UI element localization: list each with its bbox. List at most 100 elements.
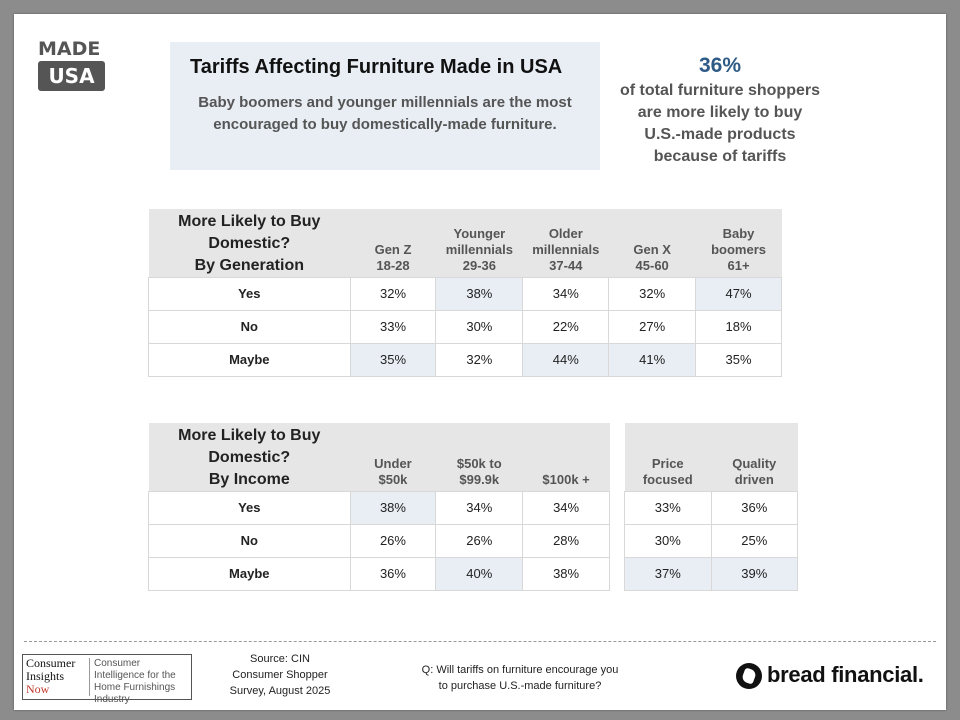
row-label: Maybe <box>148 556 351 591</box>
header-line: Domestic? <box>208 448 291 466</box>
table-row: Yes 32% 38% 34% 32% 47% <box>148 276 782 311</box>
source-line: Source: CIN <box>250 653 310 665</box>
table-cell: 32% <box>435 342 524 377</box>
table-row: No 26% 26% 28% <box>148 523 610 558</box>
bread-financial-icon <box>736 663 762 689</box>
header-line: 18-28 <box>376 257 410 273</box>
table-cell: 41% <box>608 342 697 377</box>
cin-logo: Consumer Insights Now Consumer Intellige… <box>22 654 192 705</box>
table-cell: 33% <box>349 309 437 344</box>
row-label: No <box>148 309 351 344</box>
header-line: Quality <box>732 455 777 471</box>
stat-value: 36% <box>698 54 742 77</box>
table-cell: 40% <box>435 556 524 591</box>
table-cell: 34% <box>522 276 610 311</box>
table-header-row: More Likely to Buy Domestic? By Income U… <box>148 423 610 491</box>
header-line: $99.9k <box>459 471 500 487</box>
generation-row-header: More Likely to Buy Domestic? By Generati… <box>148 209 351 277</box>
header-line: Younger <box>453 225 506 241</box>
table-cell: 37% <box>624 556 712 591</box>
table-row: No 33% 30% 22% 27% 18% <box>148 309 782 344</box>
header-line: millennials <box>445 241 513 257</box>
table-header-row: More Likely to Buy Domestic? By Generati… <box>148 209 782 277</box>
row-label: No <box>148 523 351 558</box>
header-line: 29-36 <box>462 257 496 273</box>
row-label: Maybe <box>148 342 351 377</box>
row-label: Yes <box>148 276 351 311</box>
col-header-price-focused: Price focused <box>624 423 712 491</box>
generation-table: More Likely to Buy Domestic? By Generati… <box>148 209 782 377</box>
col-header-quality-driven: Quality driven <box>711 423 798 491</box>
page-subtitle: Baby boomers and younger millennials are… <box>198 94 572 133</box>
table-row: Maybe 36% 40% 38% <box>148 556 610 591</box>
table-row: 30% 25% <box>624 523 799 558</box>
header-line: By Generation <box>194 256 304 274</box>
bread-financial-logo-text: bread financial. <box>767 662 924 687</box>
table-cell: 32% <box>349 276 437 311</box>
col-header-100k-plus: $100k + <box>522 423 610 491</box>
header-line: boomers <box>711 241 766 257</box>
col-header-gen-z: Gen Z 18-28 <box>350 209 436 277</box>
usa-logo-badge: USA <box>38 61 105 91</box>
price-quality-table: Price focused Quality driven 33% 36% 30%… <box>624 423 799 591</box>
cin-logo-wordmark: Consumer Insights Now <box>23 655 87 699</box>
table-cell: 38% <box>522 556 610 591</box>
title-box: Tariffs Affecting Furniture Made in USA … <box>170 42 600 170</box>
table-cell: 47% <box>695 276 782 311</box>
header-line: $100k + <box>542 471 590 487</box>
table-cell: 30% <box>435 309 524 344</box>
header-line: Gen Z <box>374 241 412 257</box>
slide: MADE IN USA Tariffs Affecting Furniture … <box>14 14 946 710</box>
table-cell: 35% <box>349 342 437 377</box>
table-cell: 38% <box>435 276 524 311</box>
header-line: Under <box>374 455 412 471</box>
table-cell: 25% <box>710 523 799 558</box>
table-cell: 27% <box>608 309 697 344</box>
source-note: Source: CIN Consumer Shopper Survey, Aug… <box>210 651 350 699</box>
table-cell: 38% <box>349 490 437 525</box>
cin-logo-line: Insights <box>26 669 65 683</box>
table-cell: 26% <box>435 523 524 558</box>
col-header-baby-boomers: Baby boomers 61+ <box>695 209 782 277</box>
survey-question: Q: Will tariffs on furniture encourage y… <box>390 662 650 694</box>
table-cell: 32% <box>608 276 697 311</box>
col-header-under-50k: Under $50k <box>350 423 436 491</box>
source-line: Consumer Shopper <box>232 669 328 681</box>
table-row: Maybe 35% 32% 44% 41% 35% <box>148 342 782 377</box>
header-line: driven <box>734 471 774 487</box>
col-header-50k-to-99k: $50k to $99.9k <box>435 423 523 491</box>
header-line: Gen X <box>633 241 671 257</box>
table-cell: 28% <box>522 523 610 558</box>
header-line: Price <box>651 455 684 471</box>
table-cell: 36% <box>349 556 437 591</box>
cin-logo-line: Consumer <box>26 656 76 670</box>
header-line: Older <box>548 225 583 241</box>
table-cell: 30% <box>624 523 712 558</box>
header-line: 37-44 <box>549 257 583 273</box>
table-row: 33% 36% <box>624 490 799 525</box>
source-line: Survey, August 2025 <box>229 685 331 697</box>
header-line: 61+ <box>727 257 750 273</box>
table-cell: 33% <box>624 490 712 525</box>
table-cell: 26% <box>349 523 437 558</box>
table-row: Yes 38% 34% 34% <box>148 490 610 525</box>
header-line: Domestic? <box>208 234 291 252</box>
table-cell: 18% <box>695 309 782 344</box>
table-cell: 36% <box>710 490 799 525</box>
question-line: Q: Will tariffs on furniture encourage y… <box>421 664 619 676</box>
question-line: to purchase U.S.-made furniture? <box>438 680 602 692</box>
stat-text: of total furniture shoppers are more lik… <box>620 82 820 165</box>
table-header-row: Price focused Quality driven <box>624 423 798 491</box>
table-cell: 35% <box>695 342 782 377</box>
income-row-header: More Likely to Buy Domestic? By Income <box>148 423 351 491</box>
header-line: Baby <box>722 225 755 241</box>
header-line: More Likely to Buy <box>178 212 321 230</box>
col-header-older-millennials: Older millennials 37-44 <box>522 209 609 277</box>
cin-logo-tagline: Consumer Intelligence for the Home Furni… <box>89 658 187 705</box>
header-line: millennials <box>532 241 600 257</box>
income-table: More Likely to Buy Domestic? By Income U… <box>148 423 610 591</box>
table-cell: 34% <box>435 490 524 525</box>
footer-divider <box>24 641 936 642</box>
table-row: 37% 39% <box>624 556 799 591</box>
table-cell: 22% <box>522 309 610 344</box>
